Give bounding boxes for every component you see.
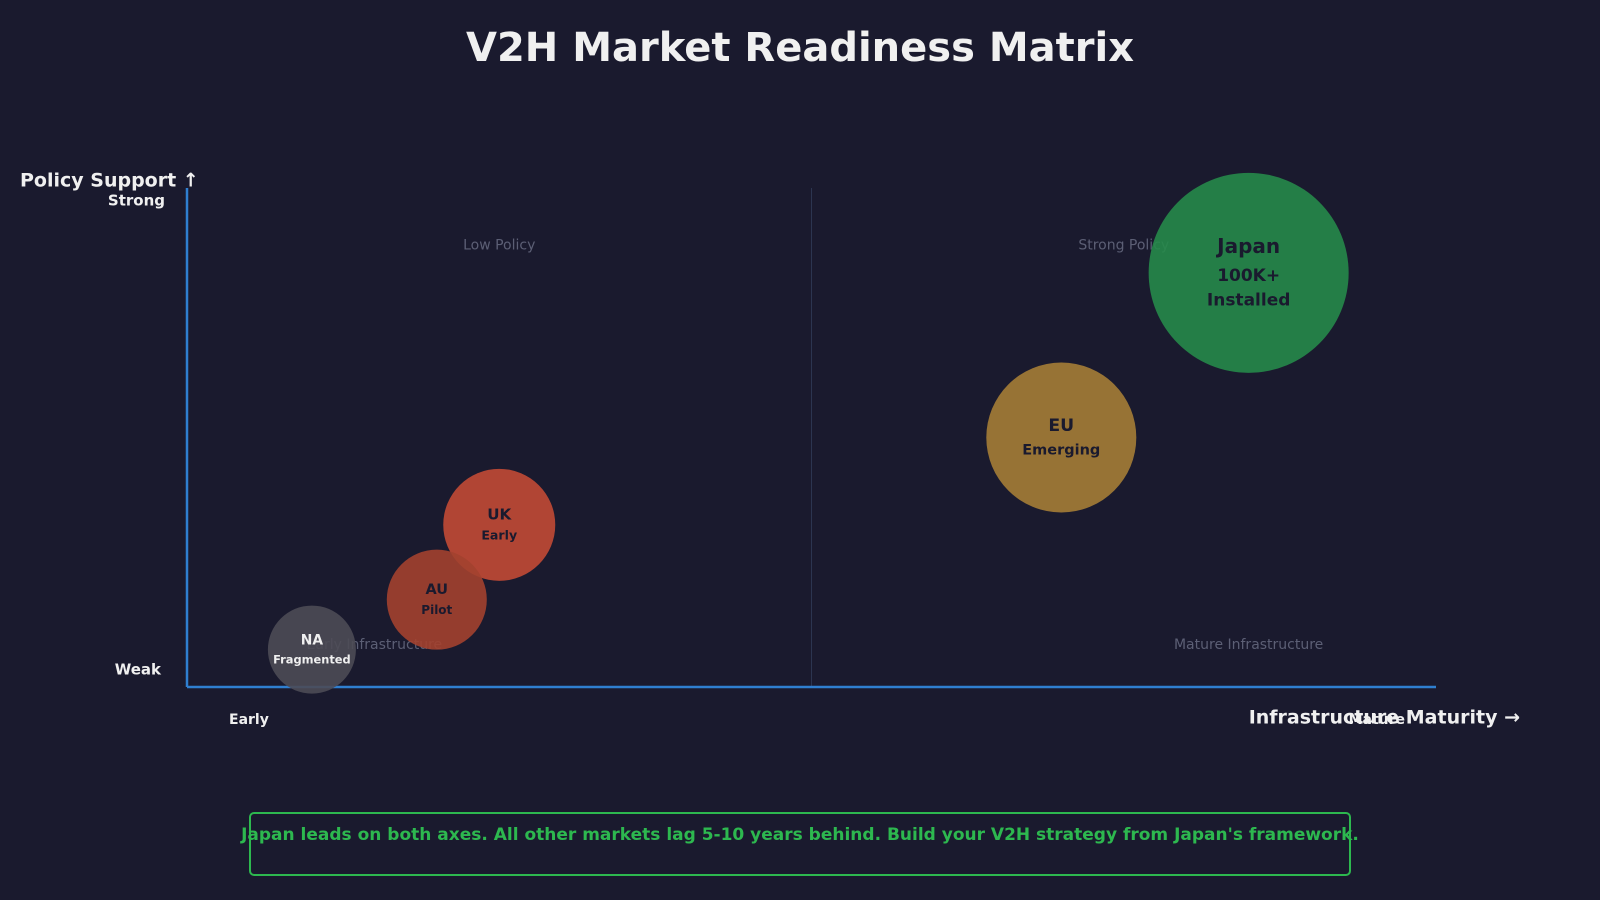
x-axis-label: Infrastructure Maturity →	[1249, 707, 1520, 729]
chart-title: V2H Market Readiness Matrix	[466, 25, 1134, 71]
bubble-detail: Fragmented	[273, 652, 351, 666]
bubble	[386, 549, 487, 650]
callout-text: Japan leads on both axes. All other mark…	[240, 825, 1359, 845]
bubble-name: Japan	[1215, 234, 1280, 258]
y-axis-label: Policy Support ↑	[20, 170, 199, 192]
bubble	[986, 362, 1137, 513]
quadrant-label: Mature Infrastructure	[1174, 637, 1323, 653]
bubble-detail: Early	[481, 528, 517, 543]
bubble	[267, 605, 356, 694]
quadrant-label: Strong Policy	[1078, 237, 1169, 253]
y-end-label: Strong	[108, 192, 165, 210]
x-end-label: Early	[229, 712, 269, 728]
bubble-name: NA	[301, 633, 324, 649]
bubble-detail: Pilot	[421, 603, 452, 617]
x-end-label: Mature	[1349, 712, 1405, 728]
bubble-detail: 100K+	[1217, 266, 1280, 286]
bubble-detail: Installed	[1207, 291, 1291, 311]
bubble	[443, 468, 556, 581]
y-end-label: Weak	[115, 661, 162, 679]
bubble	[1148, 172, 1349, 373]
quadrant-label: Low Policy	[463, 237, 535, 253]
bubble-name: AU	[426, 582, 449, 598]
bubble-name: EU	[1048, 416, 1074, 436]
bubble-name: UK	[487, 505, 512, 523]
bubble-detail: Emerging	[1022, 442, 1100, 458]
callout-box	[249, 812, 1351, 876]
